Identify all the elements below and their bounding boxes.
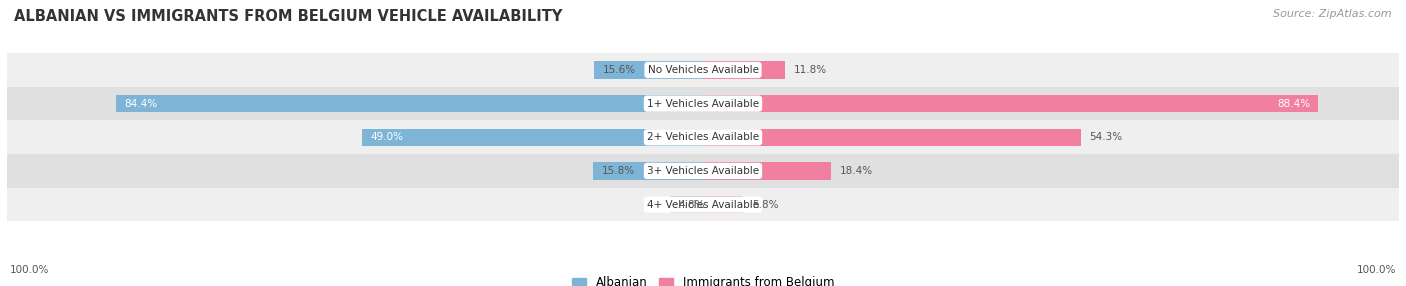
Bar	[361, 128, 703, 146]
Bar	[703, 95, 1319, 112]
Text: 100.0%: 100.0%	[10, 265, 49, 275]
Bar	[669, 196, 703, 213]
Text: 49.0%: 49.0%	[370, 132, 404, 142]
Bar	[593, 162, 703, 180]
Text: 15.6%: 15.6%	[603, 65, 636, 75]
Legend: Albanian, Immigrants from Belgium: Albanian, Immigrants from Belgium	[572, 276, 834, 286]
Text: 88.4%: 88.4%	[1277, 99, 1310, 109]
Text: 84.4%: 84.4%	[124, 99, 157, 109]
Bar	[115, 95, 703, 112]
Bar	[703, 196, 744, 213]
Bar	[7, 53, 1399, 87]
Bar	[7, 87, 1399, 120]
Text: 5.8%: 5.8%	[752, 200, 778, 210]
Text: 2+ Vehicles Available: 2+ Vehicles Available	[647, 132, 759, 142]
Text: 4.8%: 4.8%	[678, 200, 704, 210]
Text: Source: ZipAtlas.com: Source: ZipAtlas.com	[1274, 9, 1392, 19]
Text: 1+ Vehicles Available: 1+ Vehicles Available	[647, 99, 759, 109]
Bar	[703, 128, 1081, 146]
Text: 18.4%: 18.4%	[839, 166, 873, 176]
Text: 3+ Vehicles Available: 3+ Vehicles Available	[647, 166, 759, 176]
Bar	[595, 61, 703, 79]
Bar	[703, 61, 785, 79]
Bar	[703, 162, 831, 180]
Text: 4+ Vehicles Available: 4+ Vehicles Available	[647, 200, 759, 210]
Text: No Vehicles Available: No Vehicles Available	[648, 65, 758, 75]
Text: ALBANIAN VS IMMIGRANTS FROM BELGIUM VEHICLE AVAILABILITY: ALBANIAN VS IMMIGRANTS FROM BELGIUM VEHI…	[14, 9, 562, 23]
Bar	[7, 154, 1399, 188]
Text: 54.3%: 54.3%	[1090, 132, 1122, 142]
Bar	[7, 188, 1399, 221]
Bar	[7, 120, 1399, 154]
Text: 11.8%: 11.8%	[793, 65, 827, 75]
Text: 15.8%: 15.8%	[602, 166, 634, 176]
Text: 100.0%: 100.0%	[1357, 265, 1396, 275]
